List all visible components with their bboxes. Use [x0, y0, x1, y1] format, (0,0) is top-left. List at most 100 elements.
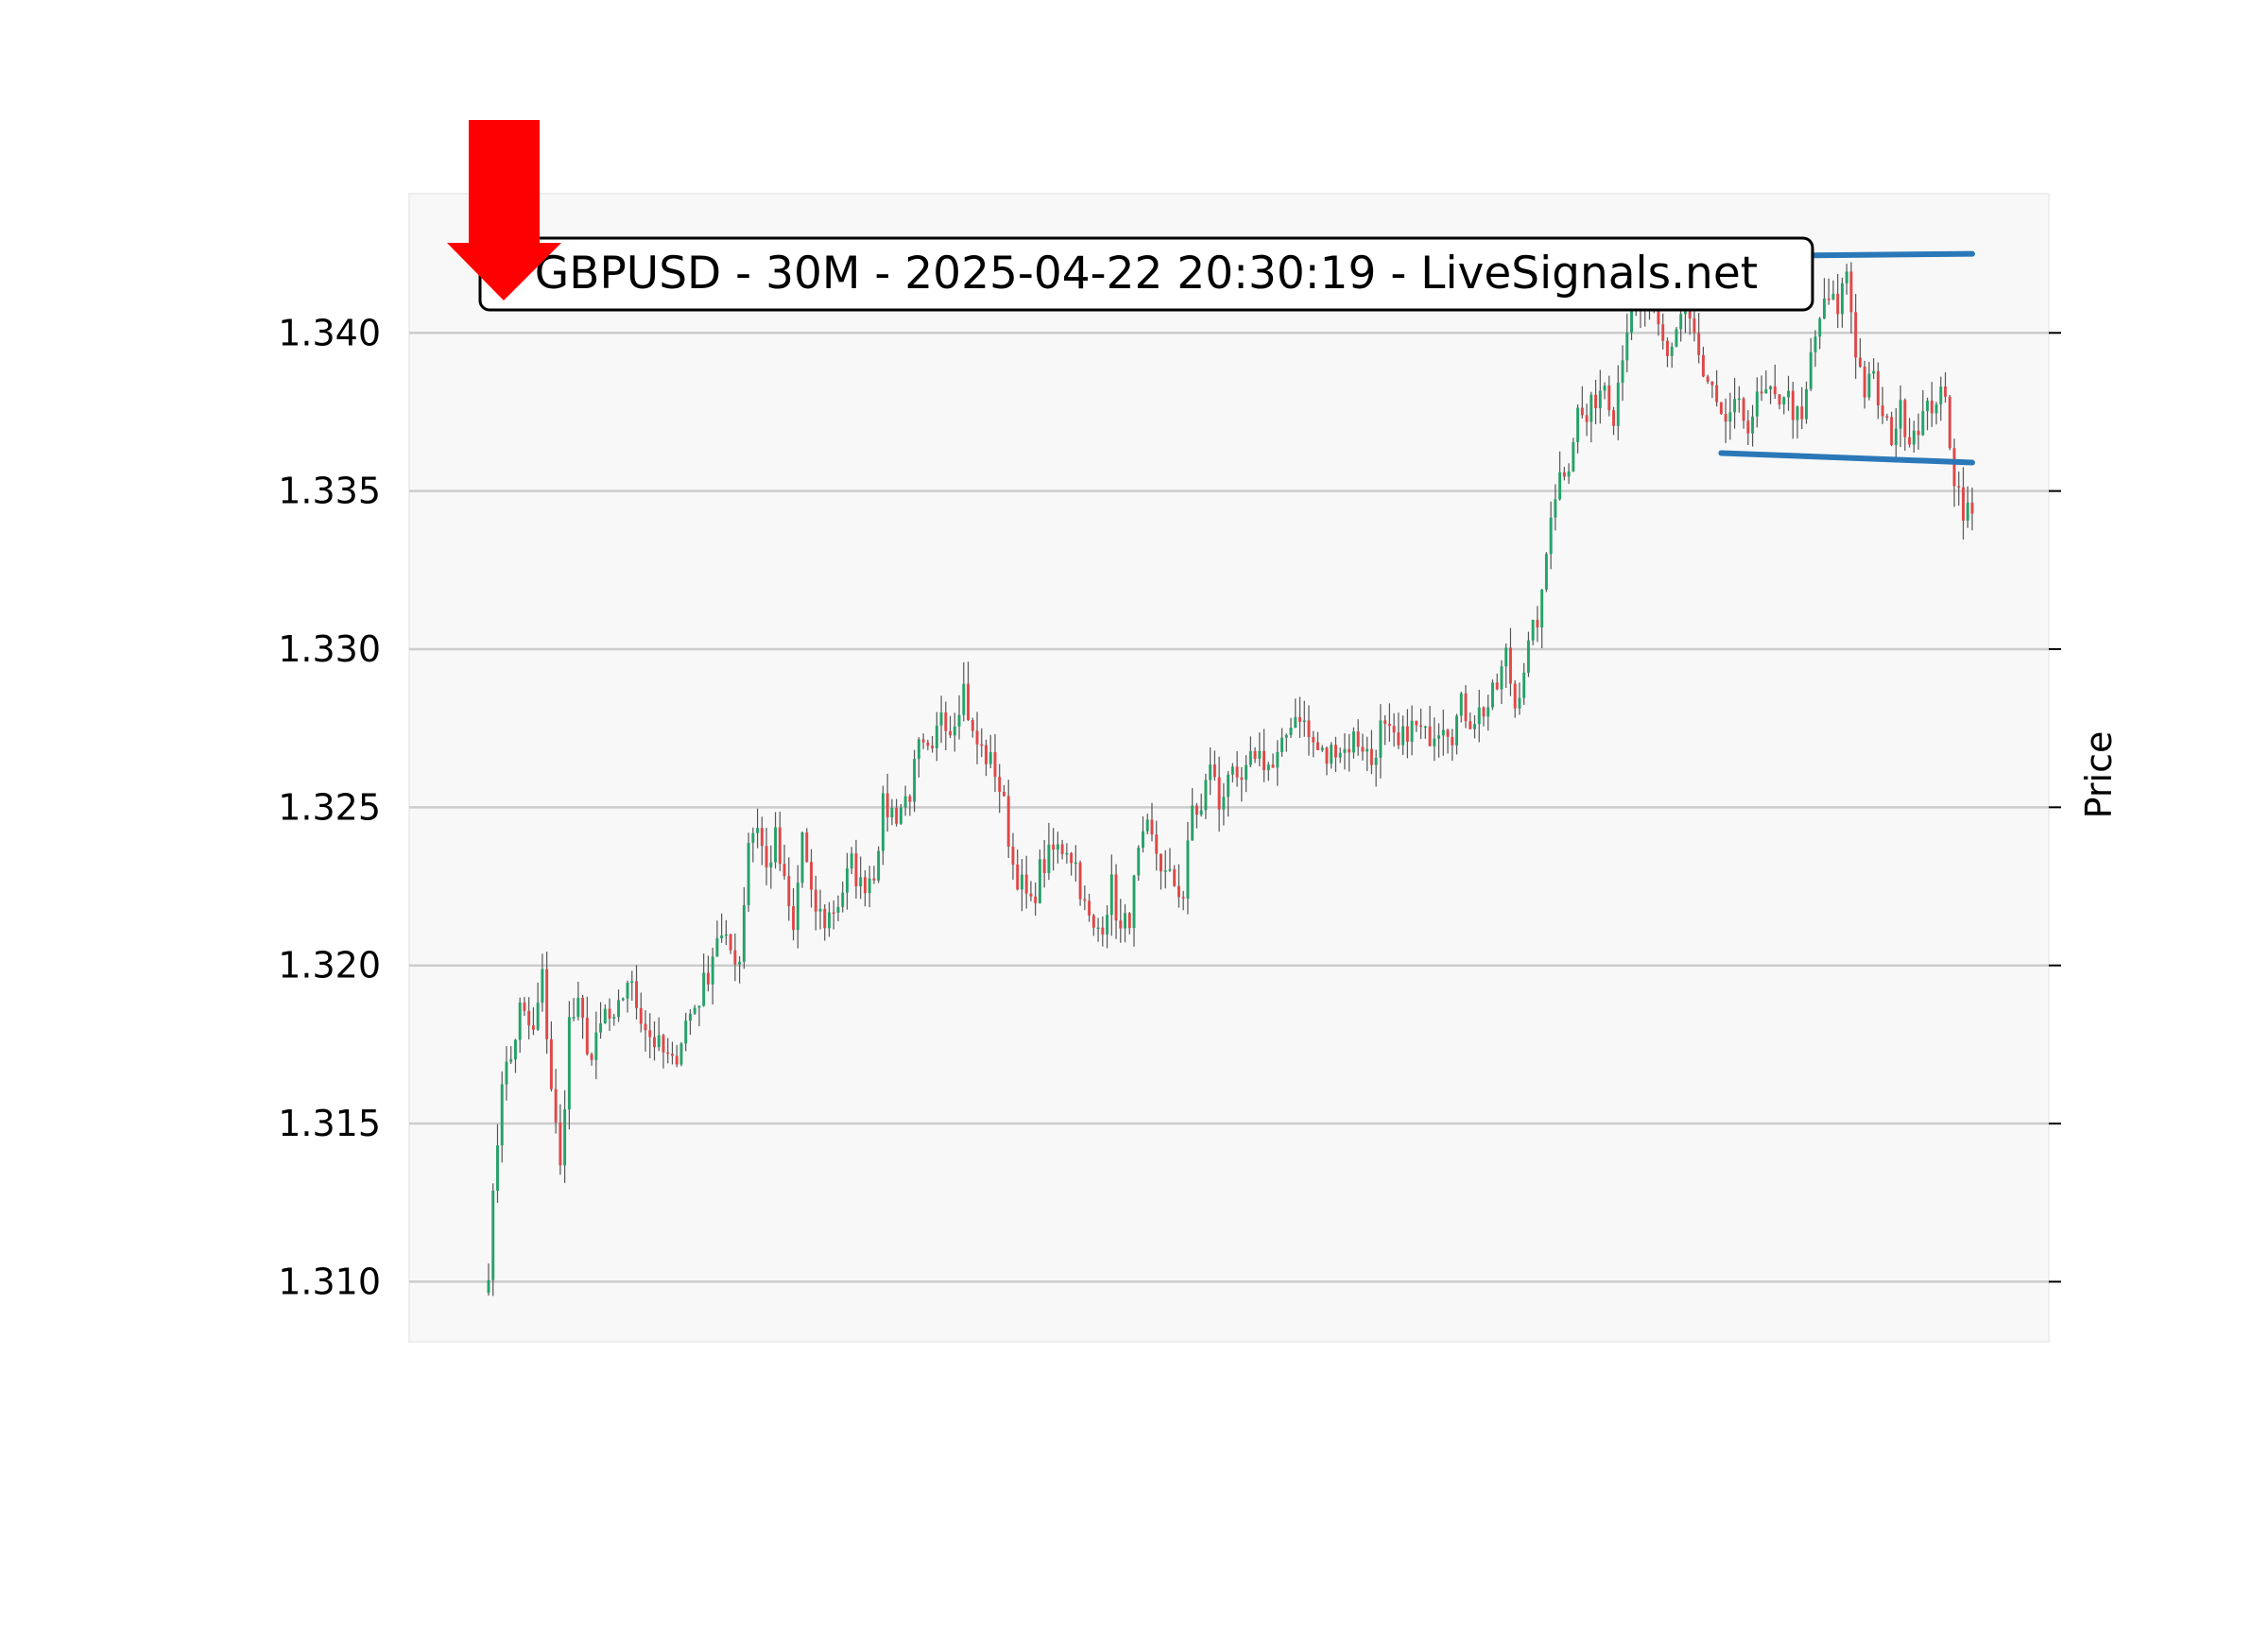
candle-down — [782, 864, 786, 877]
candle-down — [1513, 683, 1517, 709]
candle-up — [1531, 619, 1535, 641]
candle-up — [1227, 774, 1230, 798]
candle-up — [1276, 751, 1280, 768]
candle-down — [1034, 896, 1038, 903]
candle-down — [1006, 796, 1010, 847]
candle-down — [1042, 859, 1046, 873]
candle-up — [1486, 707, 1490, 717]
candle-up — [1191, 805, 1194, 841]
candle-down — [1957, 486, 1961, 488]
candle-up — [1020, 874, 1023, 890]
candle-down — [944, 712, 948, 731]
candle-up — [1518, 697, 1521, 709]
candle-down — [967, 683, 970, 721]
candle-down — [1890, 417, 1894, 445]
candle-up — [1441, 729, 1445, 736]
candle-down — [980, 744, 984, 746]
candle-down — [1580, 407, 1584, 416]
candle-down — [1944, 386, 1948, 397]
candle-down — [998, 777, 1002, 793]
candle-down — [810, 862, 813, 890]
candle-up — [1572, 441, 1575, 472]
candle-up — [1074, 862, 1077, 865]
candle-down — [1194, 805, 1198, 815]
y-axis: 1.310 1.315 1.320 1.325 1.330 1.335 1.340 — [278, 312, 2061, 1302]
candle-up — [1769, 386, 1773, 390]
candle-up — [1733, 399, 1737, 413]
candle-down — [1217, 777, 1221, 810]
candle-down — [1827, 298, 1830, 300]
candle-down — [1155, 834, 1159, 854]
y-tick-label: 1.335 — [278, 471, 381, 512]
chart-title: GBPUSD - 30M - 2025-04-22 20:30:19 - Liv… — [535, 248, 1758, 300]
candle-down — [1101, 927, 1105, 935]
candle-up — [1616, 383, 1620, 426]
candle-down — [639, 1007, 643, 1024]
candle-up — [841, 892, 845, 907]
candle-down — [1697, 333, 1701, 355]
candle-down — [1088, 901, 1091, 916]
candle-down — [648, 1030, 652, 1038]
candle-up — [688, 1013, 692, 1021]
candle-down — [787, 876, 791, 907]
candle-up — [1544, 554, 1548, 590]
candle-down — [1114, 874, 1118, 921]
candle-down — [635, 981, 638, 1008]
candle-down — [1495, 682, 1499, 690]
candle-up — [679, 1043, 683, 1065]
candle-down — [1119, 920, 1123, 929]
candle-up — [1679, 314, 1683, 330]
candle-up — [724, 934, 728, 936]
candle-down — [1160, 853, 1162, 872]
y-tick-label: 1.325 — [278, 786, 381, 828]
candle-up — [1598, 390, 1602, 409]
candle-down — [1854, 312, 1858, 358]
y-axis-label: Price — [2078, 731, 2120, 819]
candle-up — [738, 961, 742, 965]
candle-down — [1003, 792, 1005, 797]
candle-down — [971, 720, 974, 731]
candle-down — [1469, 721, 1472, 729]
candle-down — [1397, 732, 1400, 746]
candle-down — [949, 730, 953, 736]
candle-down — [675, 1055, 679, 1065]
candle-up — [1302, 720, 1306, 722]
candle-up — [1477, 707, 1481, 725]
candle-up — [899, 807, 902, 824]
candle-up — [1782, 397, 1786, 405]
candle-up — [1823, 298, 1826, 319]
candle-down — [885, 793, 889, 818]
candle-down — [895, 807, 899, 824]
candle-down — [1253, 750, 1257, 760]
candle-down — [985, 745, 988, 764]
candle-down — [1710, 381, 1714, 386]
candle-down — [921, 739, 925, 743]
candle-up — [1491, 682, 1494, 708]
trendline-lower — [1718, 450, 1975, 466]
candle-up — [903, 796, 907, 808]
candle-up — [1433, 738, 1436, 746]
candle-down — [1701, 354, 1705, 377]
candle-down — [1858, 357, 1862, 368]
candle-down — [1312, 737, 1315, 743]
candle-up — [599, 1022, 603, 1033]
chart-title-box: GBPUSD - 30M - 2025-04-22 20:30:19 - Liv… — [478, 236, 1814, 312]
candle-up — [742, 904, 746, 962]
candle-up — [1603, 386, 1606, 391]
candle-up — [576, 997, 580, 1018]
candle-up — [617, 1000, 621, 1018]
y-tick-label: 1.320 — [278, 945, 381, 987]
candle-down — [1356, 730, 1360, 747]
candle-up — [828, 912, 831, 929]
candle-up — [1939, 386, 1943, 404]
candle-down — [1083, 899, 1087, 901]
candle-up — [487, 1279, 490, 1294]
candle-up — [1280, 737, 1284, 752]
candle-up — [962, 683, 966, 715]
candle-down — [975, 730, 979, 745]
candle-up — [1540, 589, 1544, 627]
candle-down — [1715, 385, 1719, 403]
candle-up — [1410, 720, 1414, 742]
candle-down — [1316, 742, 1319, 750]
candle-down — [671, 1054, 674, 1056]
